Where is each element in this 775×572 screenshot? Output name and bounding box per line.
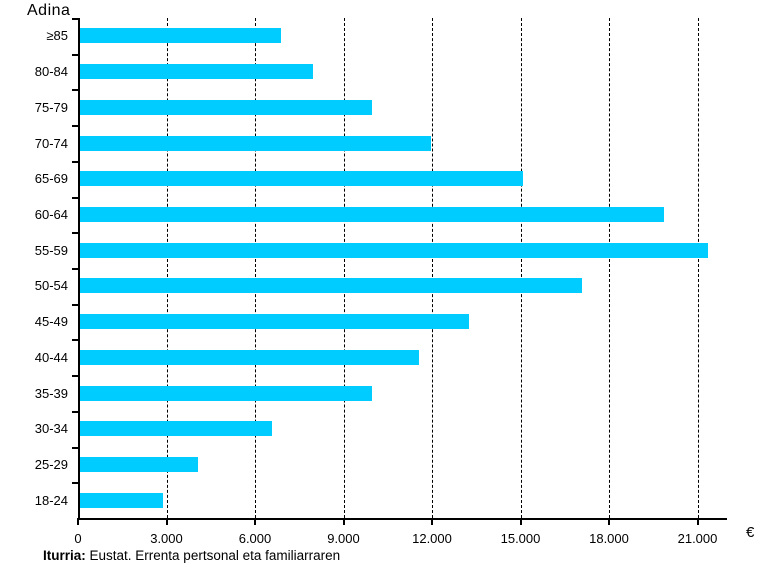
gridline-18.000 — [609, 18, 610, 518]
x-label-3.000: 3.000 — [150, 531, 183, 546]
y-tick-13 — [72, 482, 78, 485]
plot-area — [78, 18, 727, 518]
y-label-18-24: 18-24 — [34, 492, 68, 508]
y-axis-title: Adina — [27, 2, 71, 19]
source-footer: Iturria: Eustat. Errenta pertsonal eta f… — [43, 548, 340, 563]
y-label-60-64: 60-64 — [34, 206, 68, 222]
y-label-75-79: 75-79 — [34, 99, 68, 115]
y-tick-10 — [72, 375, 78, 378]
bar-40-44 — [80, 349, 420, 365]
y-tick-1 — [72, 53, 78, 56]
y-label-≥85: ≥85 — [46, 28, 68, 44]
gridline-15.000 — [520, 18, 522, 518]
bar-60-64 — [80, 206, 665, 222]
y-label-65-69: 65-69 — [34, 171, 68, 187]
bar-70-74 — [80, 135, 432, 151]
gridline-12.000 — [432, 18, 433, 518]
x-tick-21.000 — [696, 518, 699, 525]
y-label-40-44: 40-44 — [34, 349, 68, 365]
x-label-6.000: 6.000 — [238, 531, 272, 546]
y-label-55-59: 55-59 — [34, 242, 68, 258]
x-axis-unit-label: € — [746, 524, 755, 541]
y-tick-9 — [72, 339, 78, 342]
x-label-18.000: 18.000 — [589, 531, 629, 546]
y-tick-2 — [72, 89, 78, 92]
y-tick-3 — [72, 125, 78, 128]
x-axis-line — [78, 518, 727, 520]
y-tick-8 — [72, 303, 78, 306]
y-label-30-34: 30-34 — [34, 421, 68, 437]
x-tick-12.000 — [431, 518, 433, 525]
x-tick-6.000 — [254, 518, 256, 525]
gridline-3.000 — [166, 18, 168, 518]
y-label-35-39: 35-39 — [34, 385, 68, 401]
y-label-50-54: 50-54 — [34, 278, 68, 294]
gridline-6.000 — [255, 18, 256, 518]
y-tick-4 — [72, 160, 78, 163]
x-label-12.000: 12.000 — [412, 531, 452, 546]
y-label-25-29: 25-29 — [34, 456, 68, 472]
x-tick-9.000 — [342, 518, 345, 525]
x-label-21.000: 21.000 — [677, 531, 718, 546]
x-label-15.000: 15.000 — [500, 531, 541, 546]
source-label: Iturria: — [43, 548, 86, 563]
bar-50-54 — [80, 278, 582, 294]
y-label-70-74: 70-74 — [34, 135, 68, 151]
bar-55-59 — [80, 242, 709, 258]
y-label-80-84: 80-84 — [34, 64, 68, 80]
x-label-9.000: 9.000 — [327, 531, 360, 546]
y-label-45-49: 45-49 — [34, 314, 68, 330]
y-tick-0 — [72, 18, 78, 20]
bar-35-39 — [80, 385, 373, 401]
bar-≥85 — [80, 28, 281, 44]
bar-80-84 — [80, 64, 314, 80]
x-label-0: 0 — [74, 531, 82, 546]
bar-18-24 — [80, 492, 163, 508]
y-tick-6 — [72, 232, 78, 235]
bar-75-79 — [80, 99, 373, 115]
bar-25-29 — [80, 456, 198, 472]
bar-65-69 — [80, 171, 523, 187]
x-tick-3.000 — [165, 518, 168, 525]
x-tick-18.000 — [608, 518, 610, 525]
x-tick-0 — [77, 518, 79, 525]
gridline-9.000 — [343, 18, 345, 518]
y-tick-11 — [72, 410, 78, 413]
source-text: Eustat. Errenta pertsonal eta familiarra… — [85, 548, 341, 563]
x-tick-15.000 — [519, 518, 522, 525]
y-tick-7 — [72, 268, 78, 270]
bar-45-49 — [80, 314, 470, 330]
gridline-21.000 — [697, 18, 699, 518]
y-tick-5 — [72, 196, 78, 199]
y-axis-line — [78, 18, 80, 520]
bar-30-34 — [80, 421, 272, 437]
y-tick-12 — [72, 446, 78, 449]
